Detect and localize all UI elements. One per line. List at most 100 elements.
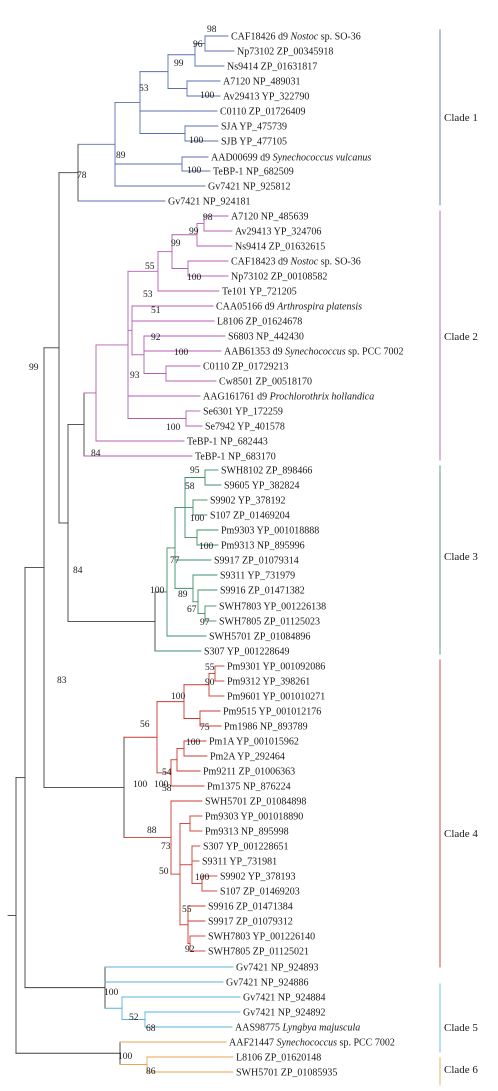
taxon-label: Gv7421 NP_924181 xyxy=(168,197,251,208)
bootstrap-value: 100 xyxy=(186,738,201,748)
bootstrap-value: 100 xyxy=(171,692,186,702)
taxon-label: Pm9313 NP_895998 xyxy=(205,827,289,838)
bootstrap-value: 75 xyxy=(200,723,210,733)
taxon-label: C0110 ZP_01729213 xyxy=(203,362,288,373)
taxon-label: Cw8501 ZP_00518170 xyxy=(219,377,312,388)
bootstrap-value: 98 xyxy=(203,213,213,223)
taxon-label: Pm1A YP_001015962 xyxy=(209,737,299,748)
taxon-label: S9917 ZP_01079312 xyxy=(208,917,293,928)
taxon-label: AAG161761 d9 Prochlorothrix hollandica xyxy=(203,392,374,403)
bootstrap-value: 86 xyxy=(146,1067,156,1077)
bootstrap-value: 96 xyxy=(193,40,203,50)
taxon-label: Pm1375 NP_876224 xyxy=(207,782,291,793)
taxon-label: Pm9303 YP_001018888 xyxy=(221,526,319,537)
bootstrap-value: 52 xyxy=(129,1013,139,1023)
clade-label: Clade 6 xyxy=(444,1064,478,1076)
bootstrap-value: 55 xyxy=(205,663,215,673)
taxon-label: L8106 ZP_01624678 xyxy=(217,317,302,328)
taxon-label: SWH5701 ZP_01085935 xyxy=(236,1068,337,1079)
taxon-label: C0110 ZP_01726409 xyxy=(220,107,305,118)
bootstrap-value: 77 xyxy=(170,556,180,566)
taxon-label: Se7942 YP_401578 xyxy=(205,422,285,433)
taxon-label: S9605 YP_382824 xyxy=(224,481,299,492)
taxon-label: L8106 ZP_01620148 xyxy=(236,1053,321,1064)
bootstrap-value: 100 xyxy=(150,586,165,596)
taxon-label: SWH8102 ZP_898466 xyxy=(221,466,312,477)
taxon-label: S6803 NP_442430 xyxy=(228,332,304,343)
bootstrap-value: 99 xyxy=(174,59,184,69)
bootstrap-value: 100 xyxy=(118,1052,133,1062)
bootstrap-value: 55 xyxy=(182,905,192,915)
bootstrap-value: 53 xyxy=(143,290,153,300)
taxon-label: Gv7421 NP_925812 xyxy=(208,182,291,193)
taxon-label: A7120 NP_489031 xyxy=(223,77,301,88)
bootstrap-value: 84 xyxy=(73,566,83,576)
clade-label: Clade 2 xyxy=(444,331,478,343)
taxon-label: S9311 YP_731979 xyxy=(220,571,295,582)
taxon-label: CAF18426 d9 Nostoc sp. SO-36 xyxy=(231,32,361,43)
taxon-label: SWH7805 ZP_01125021 xyxy=(208,947,309,958)
bootstrap-value: 99 xyxy=(171,239,181,249)
taxon-label: CAF18423 d9 Nostoc sp. SO-36 xyxy=(231,257,361,268)
taxon-label: S9311 YP_731981 xyxy=(202,857,277,868)
bootstrap-value: 93 xyxy=(130,371,140,381)
clade-label: Clade 5 xyxy=(444,1022,478,1034)
bootstrap-value: 53 xyxy=(139,84,149,94)
taxon-label: Pm2A YP_292464 xyxy=(210,752,285,763)
taxon-label: SWH5701 ZP_01084898 xyxy=(205,797,306,808)
taxon-label: Pm9601 YP_001010271 xyxy=(227,692,325,703)
bootstrap-value: 100 xyxy=(174,348,189,358)
taxon-label: SWH7803 YP_001226138 xyxy=(219,602,326,613)
taxon-label: Gv7421 NP_924884 xyxy=(243,993,326,1004)
taxon-label: Gv7421 NP_924893 xyxy=(236,963,319,974)
taxon-label: SWH5701 ZP_01084896 xyxy=(209,632,310,643)
taxon-label: TeBP-1 NP_683170 xyxy=(195,452,276,463)
bootstrap-value: 100 xyxy=(195,873,210,883)
taxon-label: Pm9303 YP_001018890 xyxy=(205,812,303,823)
bootstrap-value: 67 xyxy=(187,605,197,615)
clade-label: Clade 4 xyxy=(444,828,478,840)
bootstrap-value: 100 xyxy=(166,423,181,433)
bootstrap-value: 100 xyxy=(199,542,214,552)
bootstrap-value: 58 xyxy=(185,482,195,492)
taxon-label: Pm9211 ZP_01006363 xyxy=(203,767,295,778)
bootstrap-value: 100 xyxy=(189,136,204,146)
bootstrap-value: 100 xyxy=(190,514,205,524)
taxon-label: Pm9312 YP_398261 xyxy=(227,677,310,688)
taxon-label: Pm9313 NP_895996 xyxy=(221,541,305,552)
taxon-label: AAS98775 Lyngbya majuscula xyxy=(235,1023,360,1034)
bootstrap-value: 99 xyxy=(29,363,39,373)
taxon-label: AAD00699 d9 Synechococcus vulcanus xyxy=(211,153,371,164)
taxon-label: SWH7803 YP_001226140 xyxy=(208,932,315,943)
taxon-label: SJA YP_475739 xyxy=(221,122,287,133)
bootstrap-value: 98 xyxy=(207,25,217,35)
taxon-label: Pm9301 YP_001092086 xyxy=(227,662,325,673)
bootstrap-value: 54 xyxy=(162,768,172,778)
bootstrap-value: 55 xyxy=(145,262,155,272)
bootstrap-value: 92 xyxy=(151,333,161,343)
taxon-label: Av29413 YP_322790 xyxy=(223,92,309,103)
bootstrap-value: 92 xyxy=(185,945,195,955)
taxon-label: Av29413 YP_324706 xyxy=(235,227,321,238)
bootstrap-value: 100 xyxy=(187,273,202,283)
taxon-label: AAF21447 Synechococcus sp. PCC 7002 xyxy=(229,1038,395,1049)
taxon-label: Gv7421 NP_924892 xyxy=(243,1008,326,1019)
taxon-label: S9916 ZP_01471384 xyxy=(208,902,293,913)
taxon-label: SJB YP_477105 xyxy=(221,137,287,148)
clade-label: Clade 3 xyxy=(444,551,478,563)
bootstrap-value: 100 xyxy=(104,988,119,998)
taxon-label: Np73102 ZP_00108582 xyxy=(231,272,327,283)
bootstrap-value: 88 xyxy=(147,826,157,836)
bootstrap-value: 56 xyxy=(140,720,150,730)
taxon-label: Se6301 YP_172259 xyxy=(203,407,283,418)
taxon-label: S307 YP_001228649 xyxy=(204,647,289,658)
bootstrap-value: 89 xyxy=(116,151,126,161)
taxon-label: Np73102 ZP_00345918 xyxy=(237,47,333,58)
taxon-label: S307 YP_001228651 xyxy=(203,842,288,853)
bootstrap-value: 99 xyxy=(189,227,199,237)
taxon-label: Ns9414 ZP_01632615 xyxy=(235,242,325,253)
taxon-label: S9902 YP_378192 xyxy=(210,496,285,507)
bootstrap-value: 84 xyxy=(91,449,101,459)
bootstrap-value: 83 xyxy=(57,676,67,686)
